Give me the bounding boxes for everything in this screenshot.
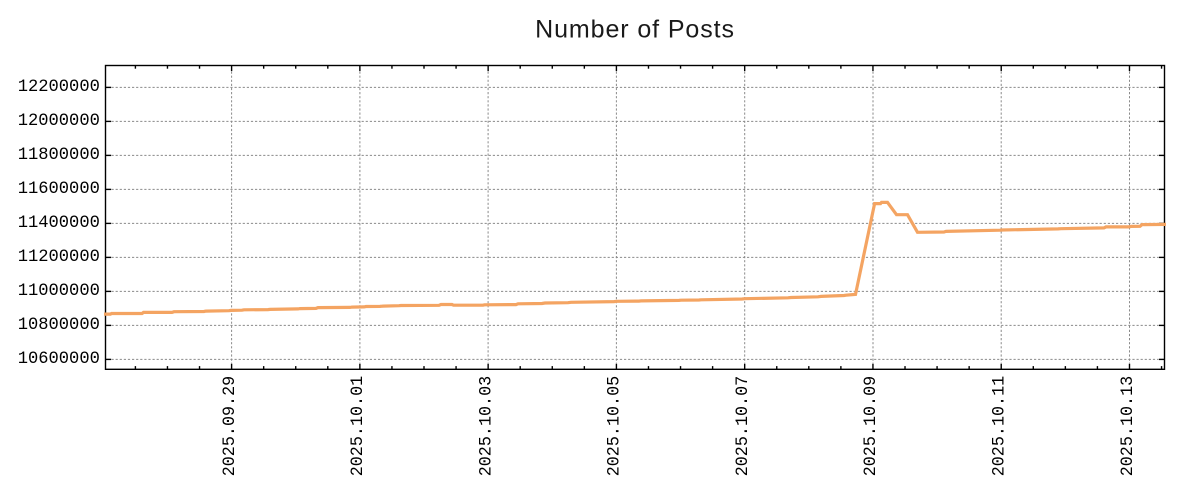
svg-text:2025.10.05: 2025.10.05	[605, 376, 625, 477]
svg-text:2025.09.29: 2025.09.29	[220, 376, 240, 477]
svg-text:12000000: 12000000	[18, 111, 100, 131]
svg-text:12200000: 12200000	[18, 77, 100, 97]
svg-text:2025.10.13: 2025.10.13	[1118, 376, 1138, 477]
svg-text:10600000: 10600000	[18, 349, 100, 369]
svg-text:11200000: 11200000	[18, 247, 100, 267]
svg-text:11800000: 11800000	[18, 145, 100, 165]
svg-text:2025.10.01: 2025.10.01	[348, 376, 368, 477]
svg-text:2025.10.11: 2025.10.11	[990, 376, 1010, 477]
svg-text:11600000: 11600000	[18, 179, 100, 199]
svg-text:11400000: 11400000	[18, 213, 100, 233]
svg-text:10800000: 10800000	[18, 315, 100, 335]
svg-text:11000000: 11000000	[18, 281, 100, 301]
svg-text:2025.10.09: 2025.10.09	[861, 376, 881, 477]
svg-text:2025.10.03: 2025.10.03	[476, 376, 496, 477]
svg-text:Number of Posts: Number of Posts	[535, 16, 735, 44]
svg-text:2025.10.07: 2025.10.07	[733, 376, 753, 477]
